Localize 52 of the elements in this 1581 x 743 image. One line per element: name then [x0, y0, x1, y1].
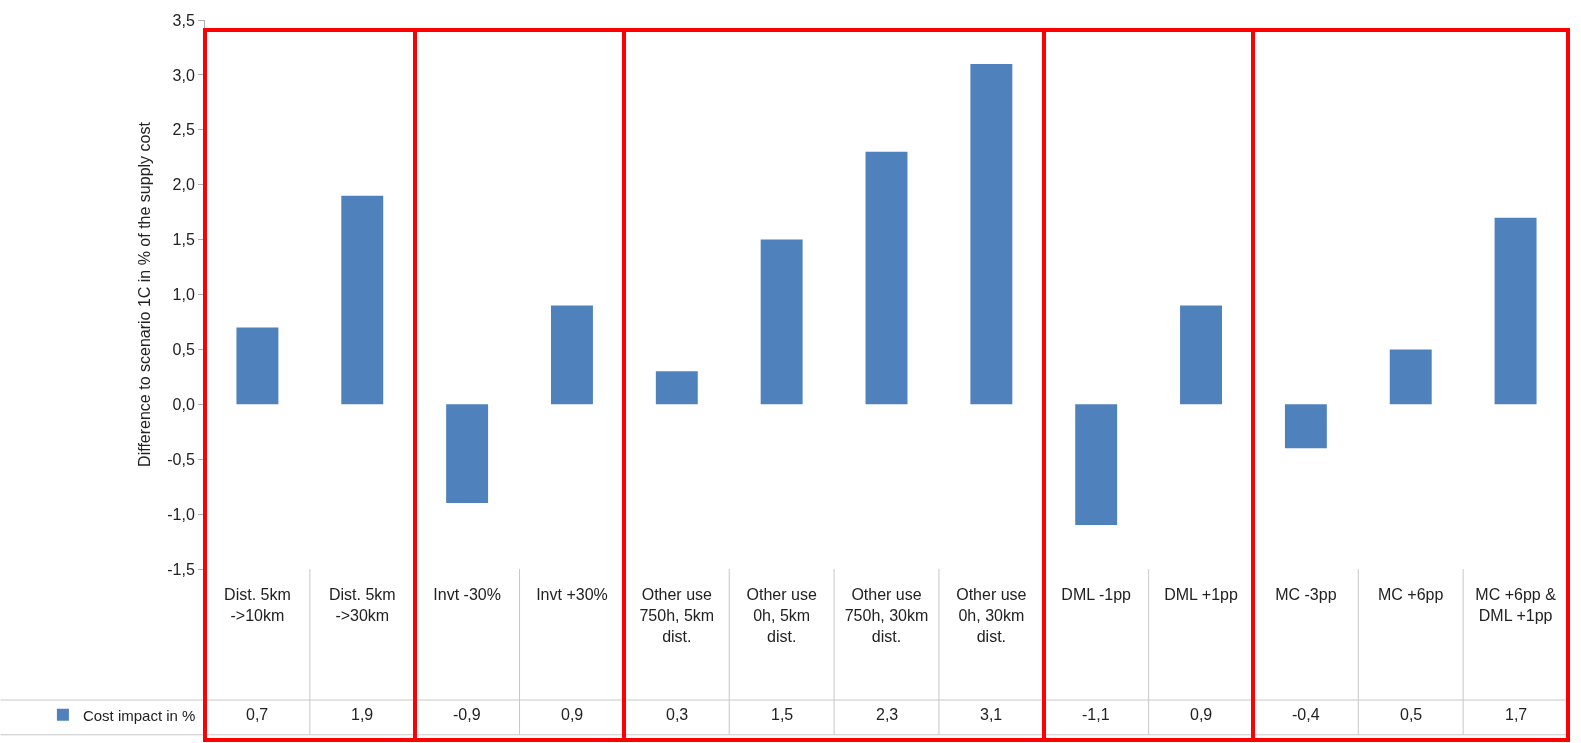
- y-tick-label: 0,5: [172, 341, 195, 358]
- bar: [550, 305, 593, 405]
- data-label: 0,7: [246, 706, 269, 723]
- data-label: -1,1: [1082, 706, 1110, 723]
- x-tick-label: MC -3pp: [1275, 586, 1337, 603]
- x-tick-label: DML -1pp: [1061, 586, 1132, 603]
- x-tick-label: MC +6pp: [1378, 586, 1444, 603]
- y-tick-label: 2,5: [172, 121, 195, 139]
- bar: [1075, 404, 1118, 526]
- y-tick-label: 1,0: [172, 286, 195, 304]
- data-label: 0,9: [561, 706, 584, 723]
- data-label: -0,4: [1292, 706, 1320, 723]
- x-tick-label: Other use 0h, 5km dist.: [746, 586, 817, 645]
- bar: [1389, 349, 1432, 405]
- y-tick-label: 2,0: [172, 176, 195, 194]
- data-label: 0,5: [1400, 706, 1423, 723]
- legend-label: Cost impact in %: [82, 706, 196, 724]
- data-label: 1,7: [1505, 706, 1528, 723]
- bar: [1284, 404, 1327, 449]
- x-tick-label: Dist. 5km ->10km: [224, 586, 291, 624]
- x-tick-label: Other use 750h, 30km dist.: [844, 586, 929, 645]
- y-tick-label: -1,0: [167, 505, 195, 523]
- y-tick-label: 3,5: [172, 11, 195, 29]
- bar: [865, 151, 908, 405]
- x-tick-label: Dist. 5km ->30km: [328, 586, 396, 624]
- bar: [446, 404, 489, 504]
- x-tick-label: Other use 0h, 30km dist.: [956, 586, 1027, 645]
- x-tick-label: MC +6pp & DML +1pp: [1475, 586, 1557, 624]
- data-label: 2,3: [876, 706, 899, 723]
- bar: [760, 239, 803, 405]
- y-tick-label: -1,5: [167, 560, 195, 578]
- bar: [1180, 305, 1223, 405]
- x-tick-label: Invt +30%: [536, 586, 608, 603]
- y-tick-label: 1,5: [172, 231, 195, 249]
- x-tick-label: Invt -30%: [433, 586, 501, 603]
- data-label: 3,1: [980, 706, 1003, 723]
- data-label: 0,3: [666, 706, 689, 723]
- y-tick-label: -0,5: [167, 450, 195, 468]
- bar: [655, 371, 698, 405]
- data-label: 1,5: [771, 706, 794, 723]
- x-tick-label: DML +1pp: [1164, 586, 1238, 603]
- y-tick-label: 0,0: [172, 395, 195, 413]
- x-tick-label: Other use 750h, 5km dist.: [639, 586, 715, 645]
- y-axis-title: Difference to scenario 1C in % of the supply cost: [136, 121, 154, 467]
- data-label: -0,9: [453, 706, 481, 723]
- bar: [236, 327, 279, 405]
- bar: [1494, 217, 1537, 405]
- data-label: 0,9: [1190, 706, 1213, 723]
- data-label: 1,9: [351, 706, 374, 723]
- bar: [341, 195, 384, 405]
- y-tick-label: 3,0: [172, 66, 195, 84]
- bar: [970, 63, 1013, 405]
